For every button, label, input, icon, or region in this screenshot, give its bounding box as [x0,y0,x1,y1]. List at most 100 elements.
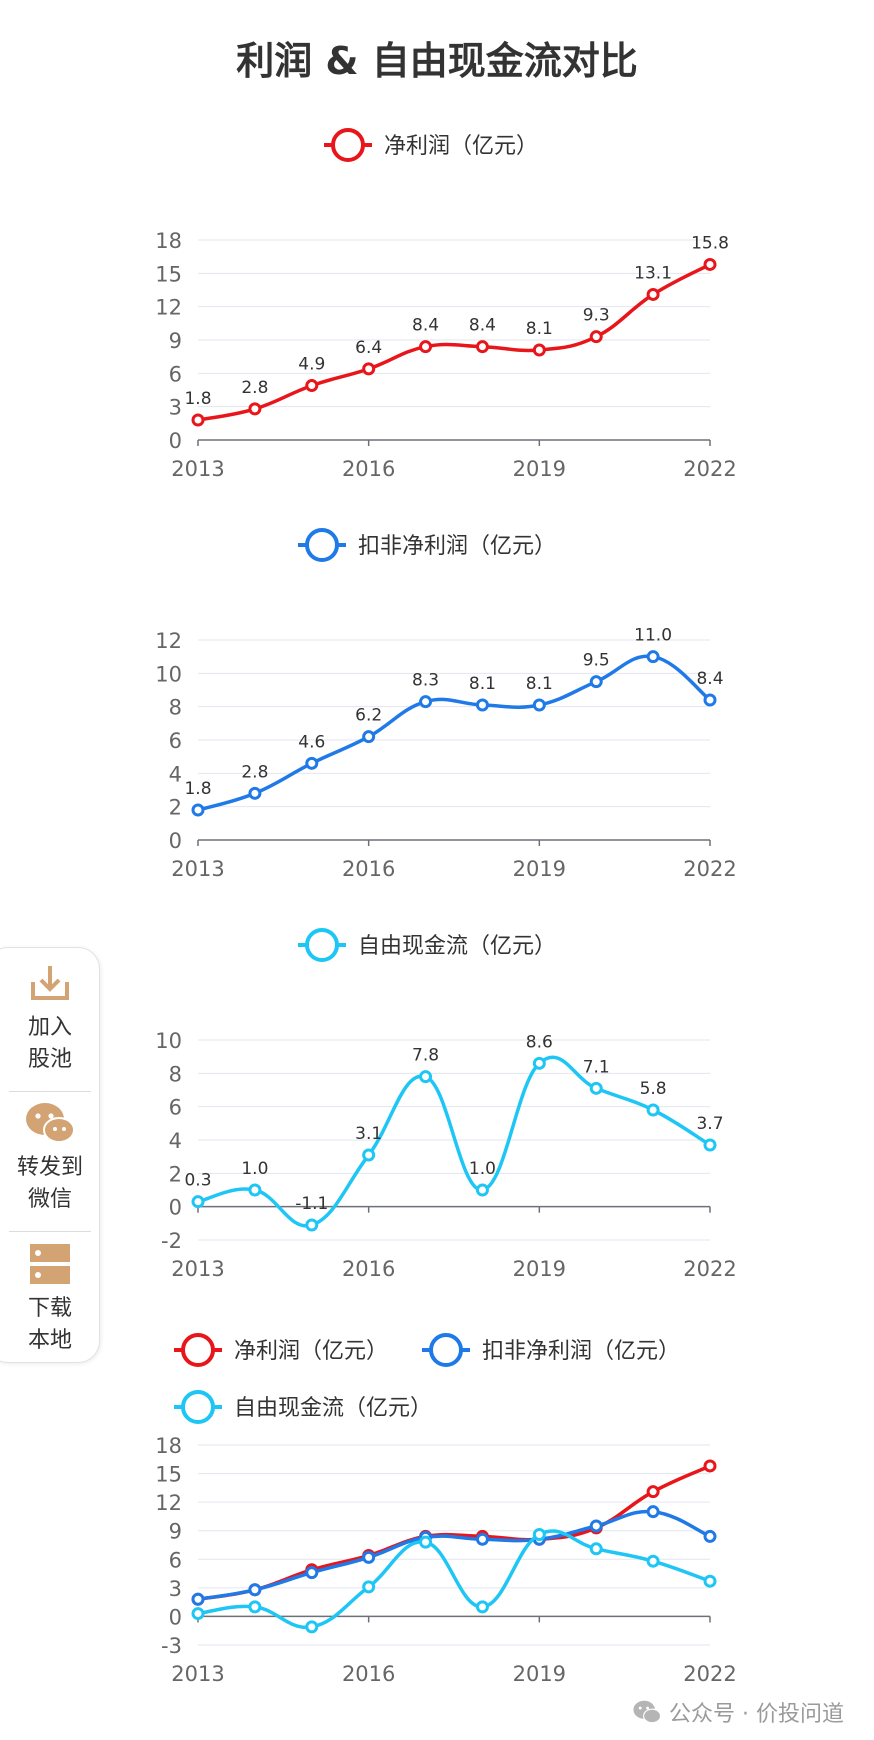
legend-item: 扣非净利润（亿元） [422,1333,680,1367]
y-tick-label: 15 [155,1463,182,1487]
download-label-1: 下载 [27,1296,72,1321]
data-label: 6.4 [355,338,382,358]
data-point [419,340,433,354]
data-label: 9.3 [583,306,610,326]
data-point [646,1554,660,1568]
legend-label: 扣非净利润（亿元） [358,534,556,559]
legend-marker [305,528,339,562]
wechat-icon [26,1103,75,1143]
data-point [248,402,262,416]
data-label: 15.8 [691,233,729,253]
data-label: 6.2 [355,706,382,726]
x-tick-label: 2016 [342,1662,395,1686]
wechat-icon [633,1700,662,1724]
x-tick-label: 2022 [683,857,736,881]
data-point [646,1505,660,1519]
series-line [197,1509,711,1602]
data-point [362,1550,376,1564]
download-label-2: 本地 [27,1328,72,1353]
y-tick-label: -2 [161,1229,182,1253]
data-point [646,650,660,664]
data-label: 7.8 [412,1046,439,1066]
y-tick-label: 3 [169,396,182,420]
data-label: 1.0 [469,1159,496,1179]
data-label: 8.4 [469,316,496,336]
data-point [248,1583,262,1597]
legend-label: 净利润（亿元） [384,134,538,159]
data-label: 8.3 [412,671,439,691]
download-local-button[interactable]: 下载 本地 [1,1241,99,1357]
y-tick-label: 0 [169,429,182,453]
x-tick-label: 2013 [171,1257,224,1281]
data-label: 4.9 [298,355,325,375]
y-tick-label: 4 [169,1129,182,1153]
data-point [362,1148,376,1162]
data-point [305,1620,319,1634]
data-label: 0.3 [184,1171,211,1191]
data-point [475,1532,489,1546]
data-label: 2.8 [241,378,268,398]
data-point [703,1459,717,1473]
data-point [703,1529,717,1543]
y-tick-label: 2 [169,1162,182,1186]
download-tray-icon [31,966,69,1000]
data-point [419,695,433,709]
data-label: 7.1 [583,1057,610,1077]
y-tick-label: 10 [155,1029,182,1053]
legend-item: 净利润（亿元） [324,128,538,162]
series-line [197,1529,711,1630]
share-label-2: 微信 [27,1187,72,1212]
data-label: -1.1 [295,1194,328,1214]
legend-marker [305,928,339,962]
series-line [197,654,712,812]
data-label: 8.1 [526,319,553,339]
data-label: 9.5 [583,651,610,671]
data-point [305,756,319,770]
watermark: 公众号 · 价投问道 [632,1696,844,1728]
data-point [475,698,489,712]
x-tick-label: 2022 [683,1257,736,1281]
y-tick-label: 6 [169,362,182,386]
y-tick-label: 6 [169,1548,182,1572]
x-tick-label: 2016 [342,457,395,481]
y-tick-label: -3 [161,1634,182,1658]
x-tick-label: 2019 [513,1662,566,1686]
legend-label: 自由现金流（亿元） [234,1396,432,1421]
add-to-pool-label-2: 股池 [27,1047,72,1072]
data-point [419,1535,433,1549]
data-label: 2.8 [241,762,268,782]
x-tick-label: 2022 [683,457,736,481]
x-tick-label: 2013 [171,1662,224,1686]
data-point [248,1600,262,1614]
data-point [248,1183,262,1197]
share-label-1: 转发到 [16,1155,83,1180]
data-point [532,1528,546,1542]
x-tick-label: 2016 [342,1257,395,1281]
legend-item: 扣非净利润（亿元） [298,528,556,562]
data-point [703,693,717,707]
data-point [362,1580,376,1594]
data-point [589,1519,603,1533]
data-point [703,1138,717,1152]
data-point [589,1081,603,1095]
y-tick-label: 0 [169,1196,182,1220]
share-to-wechat-button[interactable]: 转发到 微信 [1,1100,99,1216]
legend-label: 扣非净利润（亿元） [482,1339,680,1364]
y-tick-label: 10 [155,662,182,686]
data-point [532,1056,546,1070]
y-tick-label: 0 [169,1605,182,1629]
data-point [419,1070,433,1084]
y-tick-label: 2 [169,796,182,820]
add-to-pool-button[interactable]: 加入 股池 [1,960,99,1076]
page-title: 利润 & 自由现金流对比 [236,39,638,83]
y-tick-label: 15 [155,262,182,286]
data-label: 3.7 [696,1114,723,1134]
data-point [191,1607,205,1621]
data-point [646,1485,660,1499]
data-point [646,1103,660,1117]
data-label: 3.1 [355,1124,382,1144]
legend-label: 净利润（亿元） [234,1339,388,1364]
data-point [646,287,660,301]
y-tick-label: 18 [155,229,182,253]
data-label: 4.6 [298,732,325,752]
